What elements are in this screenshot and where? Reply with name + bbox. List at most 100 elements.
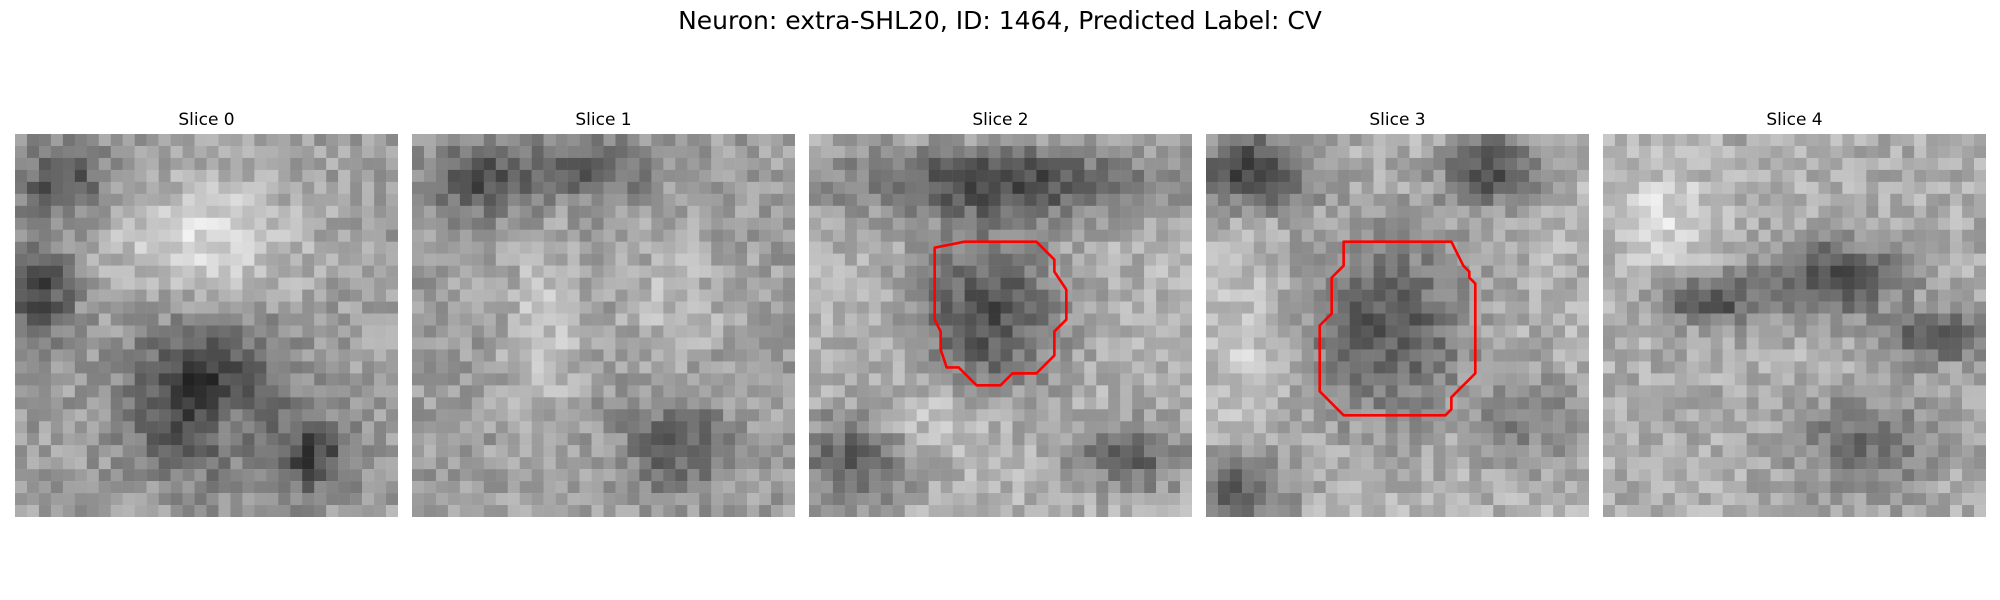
- pixel: [1722, 169, 1735, 183]
- pixel: [916, 181, 929, 195]
- pixel: [1337, 445, 1350, 458]
- pixel: [146, 493, 159, 506]
- pixel: [567, 229, 580, 242]
- pixel: [1253, 469, 1267, 482]
- pixel: [1481, 397, 1494, 410]
- pixel: [1421, 337, 1434, 350]
- pixel: [15, 325, 28, 338]
- pixel: [314, 301, 327, 314]
- pixel: [1457, 385, 1470, 398]
- pixel: [904, 397, 917, 410]
- pixel: [1301, 421, 1314, 434]
- pixel: [1806, 325, 1819, 338]
- pixel: [1156, 169, 1169, 183]
- pixel: [1734, 457, 1747, 470]
- pixel: [1409, 253, 1422, 266]
- pixel: [1710, 373, 1723, 386]
- pixel: [675, 253, 688, 266]
- pixel: [182, 313, 195, 326]
- pixel: [1962, 361, 1975, 374]
- pixel: [38, 205, 52, 219]
- pixel: [1830, 433, 1843, 446]
- pixel: [194, 337, 207, 350]
- pixel: [627, 157, 640, 171]
- pixel: [278, 181, 291, 195]
- pixel: [1301, 373, 1314, 386]
- pixel: [1830, 193, 1843, 207]
- pixel: [1770, 313, 1783, 326]
- pixel: [1241, 457, 1255, 470]
- pixel: [1505, 433, 1518, 446]
- pixel: [543, 217, 556, 230]
- pixel: [1734, 145, 1747, 159]
- pixel: [1878, 445, 1891, 458]
- pixel: [1553, 157, 1566, 171]
- pixel: [1541, 457, 1554, 470]
- pixel: [880, 373, 894, 386]
- pixel: [38, 325, 52, 338]
- pixel: [579, 445, 592, 458]
- pixel: [1313, 217, 1326, 230]
- pixel: [1457, 505, 1470, 517]
- pixel: [603, 193, 616, 207]
- pixel: [1072, 157, 1085, 171]
- pixel: [940, 217, 953, 230]
- pixel: [591, 493, 604, 506]
- pixel: [868, 253, 882, 266]
- pixel: [1565, 193, 1578, 207]
- pixel: [735, 337, 748, 350]
- pixel: [1686, 145, 1699, 159]
- pixel: [1337, 397, 1350, 410]
- pixel: [278, 397, 291, 410]
- pixel: [723, 421, 736, 434]
- pixel: [747, 505, 760, 517]
- pixel: [1024, 289, 1037, 302]
- pixel: [1950, 361, 1963, 374]
- pixel: [1445, 205, 1458, 219]
- pixel: [1481, 505, 1494, 517]
- pixel: [495, 181, 508, 195]
- pixel: [663, 301, 676, 314]
- pixel: [1120, 289, 1133, 302]
- pixel: [904, 205, 917, 219]
- pixel: [483, 421, 497, 434]
- pixel: [1926, 205, 1939, 219]
- pixel: [182, 457, 195, 470]
- pixel: [194, 385, 207, 398]
- pixel: [868, 373, 882, 386]
- pixel: [1229, 433, 1243, 446]
- pixel: [1493, 169, 1506, 183]
- slice-1-pixel-grid: [412, 134, 795, 517]
- pixel: [1565, 457, 1578, 470]
- pixel: [74, 433, 88, 446]
- pixel: [1577, 253, 1589, 266]
- pixel: [412, 325, 425, 338]
- pixel: [964, 241, 977, 254]
- pixel: [182, 361, 195, 374]
- pixel: [1277, 433, 1291, 446]
- pixel: [1794, 169, 1807, 183]
- pixel: [471, 457, 485, 470]
- pixel: [1120, 373, 1133, 386]
- pixel: [338, 421, 351, 434]
- pixel: [783, 157, 795, 171]
- pixel: [1289, 421, 1302, 434]
- pixel: [543, 301, 556, 314]
- pixel: [1036, 253, 1049, 266]
- pixel: [1553, 361, 1566, 374]
- pixel: [1746, 421, 1759, 434]
- pixel: [1000, 205, 1013, 219]
- pixel: [495, 134, 508, 147]
- pixel: [1036, 385, 1049, 398]
- pixel: [1758, 457, 1771, 470]
- pixel: [880, 325, 894, 338]
- pixel: [122, 361, 135, 374]
- pixel: [362, 457, 375, 470]
- pixel: [374, 337, 387, 350]
- pixel: [651, 361, 664, 374]
- pixel: [110, 253, 123, 266]
- pixel: [1024, 193, 1037, 207]
- pixel: [206, 397, 219, 410]
- pixel: [519, 169, 532, 183]
- pixel: [675, 169, 688, 183]
